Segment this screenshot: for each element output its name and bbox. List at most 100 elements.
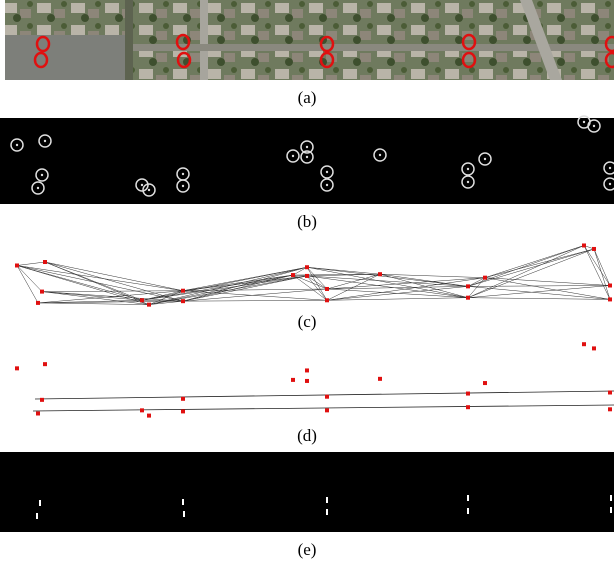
- graph-node: [466, 284, 470, 288]
- graph-edge: [45, 262, 183, 301]
- aerial-image: [5, 0, 614, 80]
- point: [483, 381, 487, 385]
- segment-mark: [326, 497, 328, 503]
- graph-node: [305, 265, 309, 269]
- caption: (d): [297, 426, 317, 445]
- point: [147, 414, 151, 418]
- graph-edge: [17, 265, 183, 301]
- graph-edge: [594, 249, 610, 299]
- graph-edge: [380, 274, 468, 286]
- graph-node: [40, 290, 44, 294]
- graph-edge: [183, 300, 327, 301]
- detection-dot: [379, 154, 381, 156]
- graph-edge: [485, 245, 584, 277]
- segment-mark: [467, 495, 469, 501]
- segment-mark: [36, 513, 38, 519]
- graph-node: [140, 298, 144, 302]
- point: [592, 346, 596, 350]
- graph-edge: [17, 265, 183, 290]
- graph-node: [378, 272, 382, 276]
- graph-panel: [15, 243, 612, 306]
- detection-dot: [467, 181, 469, 183]
- point: [43, 362, 47, 366]
- graph-edge: [307, 267, 327, 300]
- segment-mark: [610, 507, 612, 513]
- detection-dot: [484, 158, 486, 160]
- graph-node: [325, 287, 329, 291]
- graph-edge: [327, 274, 380, 289]
- road: [200, 0, 208, 80]
- graph-edge: [468, 286, 610, 287]
- caption: (a): [298, 88, 317, 107]
- detection-dot: [326, 171, 328, 173]
- segment-mark: [467, 508, 469, 514]
- detection-dot: [148, 189, 150, 191]
- graph-node: [181, 289, 185, 293]
- point: [582, 342, 586, 346]
- graph-node: [43, 260, 47, 264]
- graph-edge: [584, 245, 610, 299]
- detection-dot: [467, 168, 469, 170]
- figure: (a) (b) (c) (d) (e): [0, 0, 614, 564]
- point: [608, 391, 612, 395]
- graph-edge: [17, 265, 149, 304]
- detection-dot: [609, 167, 611, 169]
- graph-node: [36, 301, 40, 305]
- point: [325, 395, 329, 399]
- graph-node: [147, 303, 151, 307]
- caption: (b): [297, 212, 317, 231]
- point: [608, 407, 612, 411]
- graph-edge: [307, 267, 468, 297]
- graph-node: [181, 299, 185, 303]
- detection-dot: [16, 144, 18, 146]
- graph-node: [582, 243, 586, 247]
- graph-edge: [293, 275, 327, 289]
- segment-mark: [183, 511, 185, 517]
- graph-edge: [468, 298, 610, 300]
- point: [291, 378, 295, 382]
- point: [181, 409, 185, 413]
- fit-line: [35, 391, 614, 399]
- detection-dot: [37, 187, 39, 189]
- segment-panel: [0, 452, 614, 532]
- graph-edge: [149, 267, 307, 304]
- graph-edge: [293, 275, 327, 300]
- segment-mark: [39, 500, 41, 506]
- graph-node: [291, 273, 295, 277]
- graph-node: [608, 297, 612, 301]
- point: [466, 405, 470, 409]
- graph-edge: [485, 278, 610, 300]
- detection-dot: [141, 184, 143, 186]
- point: [181, 397, 185, 401]
- detection-panel: [0, 118, 614, 204]
- caption: (c): [298, 312, 317, 331]
- point: [15, 366, 19, 370]
- graph-edge: [594, 249, 610, 286]
- detection-dot: [609, 183, 611, 185]
- point: [466, 392, 470, 396]
- detection-dot: [292, 155, 294, 157]
- point: [305, 379, 309, 383]
- graph-node: [325, 298, 329, 302]
- graph-node: [592, 247, 596, 251]
- graph-edge: [142, 267, 307, 300]
- graph-edge: [307, 267, 380, 274]
- graph-edge: [380, 274, 468, 297]
- point: [36, 412, 40, 416]
- graph-edge: [307, 276, 327, 300]
- point: [305, 368, 309, 372]
- graph-node: [305, 274, 309, 278]
- road: [125, 0, 133, 80]
- graph-edge: [42, 291, 183, 292]
- detection-dot: [306, 156, 308, 158]
- point: [40, 398, 44, 402]
- detection-dot: [44, 140, 46, 142]
- graph-edge: [584, 245, 610, 285]
- detection-dot: [182, 173, 184, 175]
- segment-mark: [326, 509, 328, 515]
- graph-edge: [380, 274, 485, 277]
- graph-edge: [38, 303, 149, 305]
- graph-edge: [468, 245, 584, 297]
- segment-mark: [610, 495, 612, 501]
- graph-edge: [485, 249, 594, 278]
